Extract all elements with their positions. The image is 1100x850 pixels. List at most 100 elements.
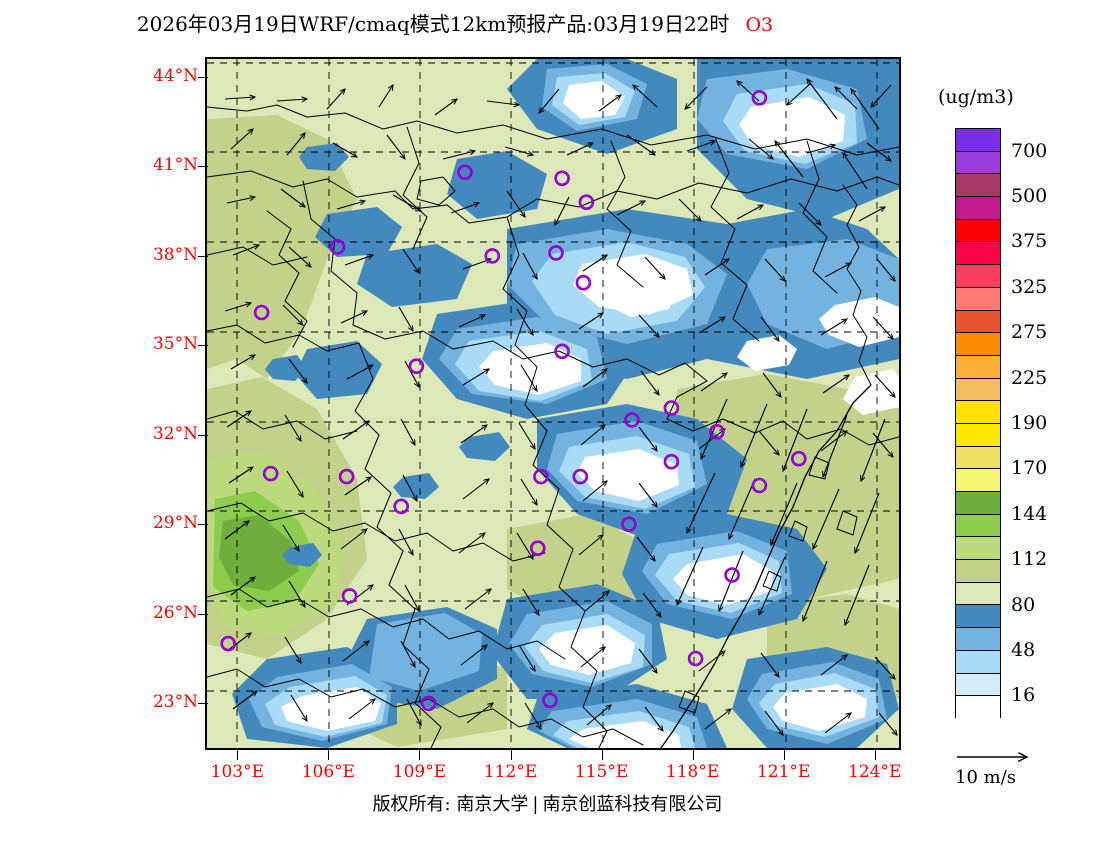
lat-tick-38°N: 38°N [152,244,198,265]
city-marker-icon[interactable] [751,477,768,494]
city-marker-icon[interactable] [220,635,237,652]
colorbar-band-24[interactable] [956,673,1000,697]
lat-tick-mark [198,76,208,78]
colorbar-band-3[interactable] [956,197,1000,220]
lon-tick-106°E: 106°E [301,762,356,782]
wind-arrow-svg [957,745,1065,767]
title-text: 2026年03月19日WRF/cmaq模式12km预报产品:03月19日22时 [136,12,730,36]
colorbar-band-25[interactable] [956,696,1000,719]
colorbar-band-11[interactable] [956,378,1000,402]
lat-tick-mark [198,524,208,526]
city-marker-icon[interactable] [624,412,640,428]
latitude-axis: 44°N 41°N 38°N 35°N 32°N 29°N 26°N 23°N [120,0,208,850]
city-marker-icon[interactable] [554,170,570,187]
lat-tick-mark [198,703,208,705]
colorbar-band-20[interactable] [956,582,1000,606]
colorbar-band-2[interactable] [956,174,1000,198]
city-marker-icon[interactable] [329,239,346,255]
colorbar-band-18[interactable] [956,537,1000,561]
city-marker-icon[interactable] [457,164,473,181]
lat-tick-26°N: 26°N [152,602,198,623]
colorbar-band-9[interactable] [956,333,1000,356]
forecast-map[interactable] [205,57,901,750]
colorbar-bands[interactable] [955,128,1001,719]
lon-tick-mark [419,750,421,760]
lon-tick-109°E: 109°E [392,762,447,782]
colorbar-band-14[interactable] [956,446,1000,470]
lon-tick-mark [874,750,876,760]
colorbar-band-12[interactable] [956,401,1000,424]
city-marker-icon[interactable] [663,453,680,470]
wind-vectors [224,79,897,735]
colorbar-band-4[interactable] [956,219,1000,243]
city-marker-icon[interactable] [621,516,637,533]
city-marker-icon[interactable] [533,468,549,485]
lon-tick-mark [783,750,785,760]
colorbar-band-21[interactable] [956,605,1000,629]
lat-tick-41°N: 41°N [152,155,198,176]
city-marker-icon[interactable] [338,468,355,485]
colorbar-band-8[interactable] [956,310,1000,334]
city-marker-icon[interactable] [575,274,592,291]
city-marker-icon[interactable] [393,498,409,515]
city-marker-icon[interactable] [572,468,589,485]
colorbar-band-16[interactable] [956,492,1000,515]
colorbar-tick-190: 190 [1011,412,1048,434]
city-marker-icon[interactable] [663,400,680,416]
lat-tick-mark [198,613,208,615]
city-marker-icon[interactable] [420,695,437,712]
city-marker-icon[interactable] [484,248,501,264]
colorbar-band-15[interactable] [956,469,1000,492]
city-marker-icon[interactable] [262,465,279,482]
colorbar-tick-144: 144 [1011,502,1048,525]
city-marker-icon[interactable] [548,245,564,261]
colorbar-band-19[interactable] [956,560,1000,583]
lon-tick-121°E: 121°E [756,762,811,782]
page-title: 2026年03月19日WRF/cmaq模式12km预报产品:03月19日22时 O… [0,8,910,37]
colorbar-band-5[interactable] [956,242,1000,266]
footer-separator: | [532,794,539,815]
colorbar-tick-16: 16 [1011,684,1036,707]
city-marker-layer[interactable] [220,89,807,712]
colorbar-band-23[interactable] [956,650,1000,674]
lon-tick-103°E: 103°E [210,762,265,782]
colorbar-band-22[interactable] [956,628,1000,651]
colorbar-tick-500: 500 [1011,185,1048,208]
city-marker-icon[interactable] [408,358,425,375]
colorbar-band-13[interactable] [956,423,1000,447]
city-marker-icon[interactable] [253,304,270,321]
footer-copyright: 版权所有: 南京大学 [372,794,529,815]
colorbar-band-17[interactable] [956,514,1000,538]
colorbar-band-10[interactable] [956,355,1000,379]
footer: 版权所有: 南京大学 | 南京创蓝科技有限公司 [0,790,1095,816]
lon-tick-mark [237,750,239,760]
field-region-157 [219,515,299,591]
city-marker-icon[interactable] [687,650,704,667]
colorbar-band-6[interactable] [956,265,1000,288]
colorbar-band-0[interactable] [956,129,1000,152]
map-canvas[interactable] [207,59,899,748]
lon-tick-mark [328,750,330,760]
concentration-field [207,59,899,748]
city-marker-icon[interactable] [578,194,595,210]
colorbar-band-1[interactable] [956,151,1000,175]
city-marker-icon[interactable] [542,692,558,709]
colorbar-band-7[interactable] [956,287,1000,311]
city-marker-icon[interactable] [751,89,768,106]
city-marker-icon[interactable] [790,450,807,467]
lon-tick-124°E: 124°E [848,762,902,782]
colorbar-tick-275: 275 [1011,321,1048,344]
city-marker-icon[interactable] [554,343,570,360]
wind-scale-key: 10 m/s [955,745,1100,800]
city-marker-icon[interactable] [724,567,740,583]
lat-tick-23°N: 23°N [152,692,198,713]
lat-tick-35°N: 35°N [152,334,198,355]
lat-tick-mark [198,255,208,257]
city-marker-icon[interactable] [341,588,358,604]
city-marker-icon[interactable] [709,423,725,440]
city-marker-icon[interactable] [529,540,546,557]
colorbar-tick-48: 48 [1011,638,1036,661]
colorbar[interactable]: 700 500 375 325 275 225 190 170 144 112 80 48 16 [955,128,1095,728]
lat-tick-mark [198,434,208,436]
